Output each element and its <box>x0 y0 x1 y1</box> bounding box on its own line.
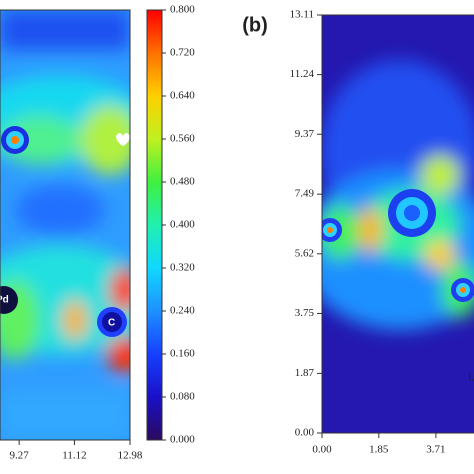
colorbar-tick-label: 0.720 <box>170 47 195 59</box>
colorbar-tick-label: 0.800 <box>170 4 195 16</box>
y-tick-label: 1.87 <box>295 367 315 379</box>
plot-frame <box>321 14 474 434</box>
plot-frame <box>0 9 131 441</box>
colorbar-tick-label: 0.480 <box>170 176 195 188</box>
y-tick-label: 5.62 <box>295 247 314 259</box>
colorbar-tick-label: 0.400 <box>170 219 195 231</box>
x-tick-label: 9.27 <box>10 450 30 462</box>
colorbar-tick-label: 0.240 <box>170 305 195 317</box>
x-axis-label: L <box>468 372 474 384</box>
x-tick-label: 12.98 <box>118 450 143 462</box>
x-tick-label: 1.85 <box>369 444 389 456</box>
y-tick-label: 11.24 <box>290 68 315 80</box>
colorbar-tick-label: 0.560 <box>170 133 195 145</box>
y-tick-label: 9.37 <box>295 128 315 140</box>
heatmap-b <box>322 15 474 433</box>
annotation: Pd <box>0 295 9 306</box>
x-tick-label: 0.00 <box>312 444 332 456</box>
x-tick-label: 3.71 <box>426 444 445 456</box>
annotation: C <box>108 318 115 329</box>
y-tick-label: 0.00 <box>295 427 315 439</box>
colorbar-tick-label: 0.000 <box>170 434 195 446</box>
y-tick-label: 13.11 <box>290 9 314 21</box>
y-tick-label: 7.49 <box>295 188 315 200</box>
colorbar-tick-label: 0.160 <box>170 348 195 360</box>
colorbar-tick-label: 0.080 <box>170 391 195 403</box>
x-tick-label: 11.12 <box>62 450 86 462</box>
colorbar-tick-label: 0.320 <box>170 262 195 274</box>
colorbar <box>146 9 163 441</box>
y-tick-label: 3.75 <box>295 307 315 319</box>
panel-label: (b) <box>242 14 268 36</box>
heatmap-a: Pd C <box>0 10 130 440</box>
colorbar-tick-label: 0.640 <box>170 90 195 102</box>
